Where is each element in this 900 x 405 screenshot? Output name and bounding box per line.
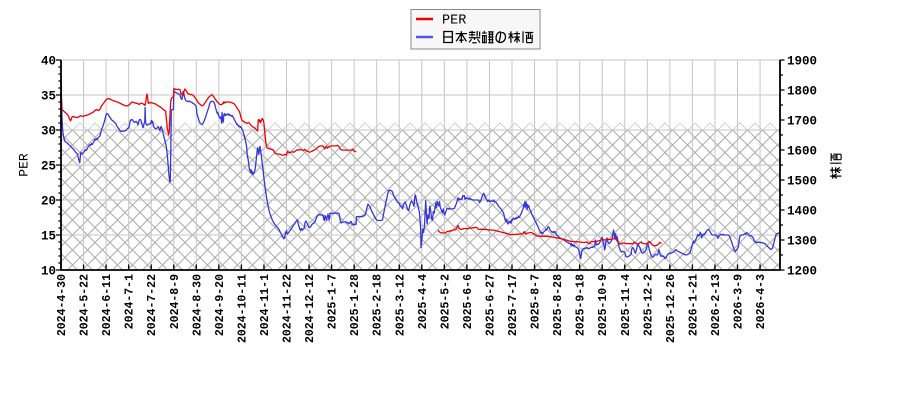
svg-text:2025-8-28: 2025-8-28 xyxy=(552,274,565,336)
svg-text:40: 40 xyxy=(41,55,56,69)
svg-text:2025-6-6: 2025-6-6 xyxy=(462,274,475,329)
svg-text:2025-11-4: 2025-11-4 xyxy=(620,274,633,336)
svg-text:2025-6-27: 2025-6-27 xyxy=(484,274,497,336)
svg-text:10: 10 xyxy=(41,265,56,279)
svg-text:15: 15 xyxy=(41,230,56,244)
svg-text:1300: 1300 xyxy=(787,235,817,249)
svg-text:25: 25 xyxy=(41,160,56,174)
svg-text:1800: 1800 xyxy=(787,85,817,99)
svg-text:2026-3-9: 2026-3-9 xyxy=(733,274,746,329)
svg-text:PER: PER xyxy=(17,153,32,177)
svg-text:2024-6-11: 2024-6-11 xyxy=(101,274,114,336)
svg-text:2024-8-9: 2024-8-9 xyxy=(169,274,182,329)
svg-text:1900: 1900 xyxy=(787,55,817,69)
svg-text:2025-12-2: 2025-12-2 xyxy=(642,274,655,336)
svg-text:1600: 1600 xyxy=(787,145,817,159)
svg-text:2024-11-1: 2024-11-1 xyxy=(259,274,272,336)
svg-text:2025-3-12: 2025-3-12 xyxy=(394,274,407,336)
svg-text:2025-1-28: 2025-1-28 xyxy=(349,274,362,336)
svg-text:2024-9-20: 2024-9-20 xyxy=(214,274,227,336)
svg-text:20: 20 xyxy=(41,195,56,209)
svg-text:2024-8-30: 2024-8-30 xyxy=(191,274,204,336)
svg-text:2025-1-7: 2025-1-7 xyxy=(327,274,340,329)
svg-text:2025-10-9: 2025-10-9 xyxy=(597,274,610,336)
svg-text:2024-4-30: 2024-4-30 xyxy=(56,274,69,336)
svg-text:1500: 1500 xyxy=(787,175,817,189)
svg-text:2024-7-22: 2024-7-22 xyxy=(146,274,159,336)
svg-text:2024-10-11: 2024-10-11 xyxy=(236,274,249,343)
svg-text:35: 35 xyxy=(41,90,56,104)
svg-text:2024-12-12: 2024-12-12 xyxy=(304,274,317,343)
svg-text:2025-5-2: 2025-5-2 xyxy=(439,274,452,329)
svg-text:2025-8-7: 2025-8-7 xyxy=(530,274,543,329)
svg-text:2024-5-22: 2024-5-22 xyxy=(79,274,92,336)
svg-text:1700: 1700 xyxy=(787,115,817,129)
svg-text:PER: PER xyxy=(442,14,466,29)
svg-text:2025-12-26: 2025-12-26 xyxy=(665,274,678,343)
svg-text:2026-2-13: 2026-2-13 xyxy=(710,274,723,336)
svg-text:2024-11-22: 2024-11-22 xyxy=(282,274,295,343)
svg-text:30: 30 xyxy=(41,125,56,139)
svg-text:2025-4-4: 2025-4-4 xyxy=(417,274,430,329)
svg-text:2025-9-18: 2025-9-18 xyxy=(575,274,588,336)
svg-text:1200: 1200 xyxy=(787,265,817,279)
svg-text:2024-7-1: 2024-7-1 xyxy=(124,274,137,329)
svg-text:2025-2-18: 2025-2-18 xyxy=(372,274,385,336)
svg-text:1400: 1400 xyxy=(787,205,817,219)
svg-text:2025-7-17: 2025-7-17 xyxy=(507,274,520,336)
svg-text:2026-1-21: 2026-1-21 xyxy=(687,274,700,336)
svg-text:2026-4-3: 2026-4-3 xyxy=(755,274,768,329)
